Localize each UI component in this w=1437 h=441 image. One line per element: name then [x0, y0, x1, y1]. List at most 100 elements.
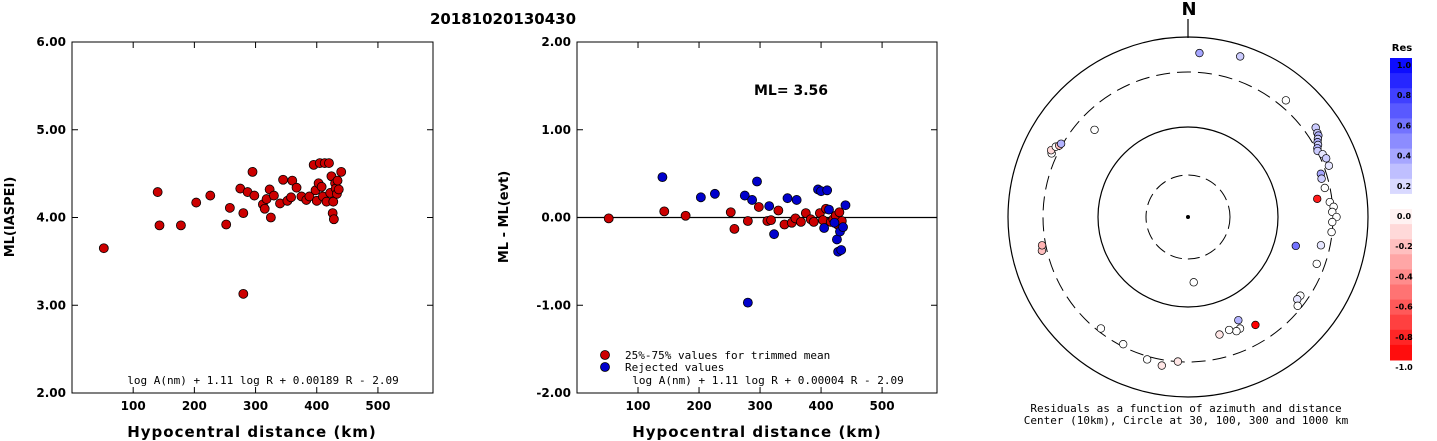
x-tick-label: 300	[243, 399, 268, 413]
data-point-red	[834, 207, 845, 218]
data-point-red	[291, 182, 302, 193]
data-point-red	[224, 202, 235, 213]
data-point-red	[247, 166, 258, 177]
data-point-red	[808, 216, 819, 227]
data-point-blue	[764, 201, 775, 211]
ml-vs-distance-chart: 100 200 300 400 500 2.00 3.00 4.00 5.00 6.00 log …	[3, 35, 434, 441]
x-tick-label: 500	[870, 399, 895, 413]
colorbar-tick-label: 0.8	[1397, 91, 1412, 100]
data-point-red	[796, 216, 806, 227]
data-point-red	[238, 288, 249, 299]
chart2-formula: log A(nm) + 1.11 log R + 0.00004 R - 2.0…	[632, 374, 904, 387]
chart1-ticks: 100 200 300 400 500 2.00 3.00 4.00 5.00 6.00	[36, 35, 433, 413]
data-point-red	[324, 158, 334, 168]
chart1-xlabel: Hypocentral distance (km)	[127, 423, 377, 441]
data-point-blue	[791, 195, 802, 205]
colorbar-cell	[1390, 133, 1412, 150]
colorbar-tick-label: -0.2	[1395, 242, 1413, 251]
chart2-ylabel: ML - ML(evt)	[497, 171, 512, 263]
data-point-blue	[709, 188, 720, 199]
data-point-red	[286, 192, 296, 203]
colorbar-cell	[1390, 163, 1412, 180]
station-marker	[1236, 52, 1245, 61]
data-point-red	[278, 174, 288, 185]
ring-30km	[1145, 174, 1231, 260]
data-point-blue	[657, 172, 668, 183]
data-point-red	[742, 216, 753, 226]
residual-vs-distance-chart: 100 200 300 400 500 -2.00 -1.00 0.00 1.00 2.00 ML…	[497, 35, 938, 441]
epicenter-dot	[1186, 215, 1190, 219]
data-point-blue	[838, 222, 848, 233]
data-point-red	[328, 196, 339, 207]
colorbar-cell	[1390, 254, 1412, 270]
data-point-red	[152, 187, 163, 197]
data-point-red	[680, 210, 691, 221]
colorbar-tick-label: -0.4	[1395, 272, 1413, 281]
data-point-blue	[829, 217, 840, 228]
station-marker	[1215, 330, 1224, 339]
colorbar-ticks: 1.0 0.8 0.6 0.4 0.2 0.0 -0.2 -0.4 -0.6 -0.8 -1.0	[1395, 61, 1413, 372]
colorbar-cell	[1390, 58, 1412, 74]
y-tick-label: 2.00	[541, 35, 571, 49]
azimuth-residual-plot: N Residuals as a function of azimuth and…	[1007, 0, 1369, 427]
colorbar-tick-label: 0.2	[1397, 182, 1411, 191]
data-point-blue	[836, 245, 847, 255]
station-marker	[1320, 183, 1329, 193]
data-point-blue	[769, 229, 779, 240]
legend-blue-marker	[600, 362, 610, 372]
data-point-blue	[747, 195, 758, 205]
colorbar-tick-label: 1.0	[1397, 61, 1412, 70]
chart2-ticks: 100 200 300 400 500 -2.00 -1.00 0.00 1.00 2.00	[536, 35, 937, 413]
colorbar-cell	[1390, 269, 1412, 285]
colorbar-cells	[1390, 58, 1412, 361]
station-marker	[1328, 217, 1337, 227]
station-marker	[1293, 301, 1302, 310]
data-point-red	[176, 220, 186, 231]
station-marker	[1313, 194, 1322, 203]
station-marker	[1322, 154, 1331, 163]
north-label: N	[1181, 0, 1196, 20]
y-tick-label: 3.00	[36, 298, 66, 312]
data-point-red	[336, 166, 347, 177]
colorbar-cell	[1390, 193, 1412, 210]
colorbar-tick-label: -0.6	[1395, 303, 1413, 312]
y-tick-label: 4.00	[36, 211, 66, 225]
data-point-red	[287, 175, 298, 186]
ring-100km	[1097, 126, 1279, 308]
x-tick-label: 300	[748, 399, 773, 413]
data-point-red	[766, 215, 776, 226]
station-marker	[1234, 316, 1243, 325]
x-tick-label: 400	[304, 399, 329, 413]
data-point-red	[238, 208, 249, 219]
colorbar-cell	[1390, 148, 1412, 165]
y-tick-label: 6.00	[36, 35, 66, 49]
data-point-red	[98, 243, 109, 254]
data-point-red	[191, 197, 202, 208]
y-tick-label: -1.00	[536, 298, 571, 312]
colorbar-tick-label: 0.0	[1397, 212, 1412, 221]
y-tick-label: -2.00	[536, 386, 571, 400]
x-tick-label: 200	[182, 399, 207, 413]
chart1-formula: log A(nm) + 1.11 log R + 0.00189 R - 2.0…	[127, 374, 399, 387]
station-marker	[1312, 259, 1321, 268]
data-point-red	[249, 190, 260, 201]
y-tick-label: 0.00	[541, 211, 571, 225]
colorbar-cell	[1390, 73, 1412, 89]
station-marker	[1173, 357, 1183, 366]
station-marker	[1157, 361, 1166, 370]
colorbar-tick-label: -0.8	[1395, 333, 1413, 342]
data-point-blue	[695, 192, 706, 203]
chart1-frame	[71, 41, 434, 394]
colorbar-cell	[1390, 88, 1412, 104]
y-tick-label: 5.00	[36, 123, 66, 137]
colorbar-cell	[1390, 314, 1412, 331]
station-marker	[1324, 161, 1334, 170]
polar-caption-2: Center (10km), Circle at 30, 100, 300 an…	[1024, 414, 1349, 427]
colorbar-title: Res	[1392, 43, 1412, 54]
data-point-red	[221, 219, 232, 230]
legend-red-marker	[600, 350, 610, 360]
data-point-blue	[782, 193, 793, 204]
y-tick-label: 2.00	[36, 386, 66, 400]
station-marker	[1119, 340, 1128, 349]
